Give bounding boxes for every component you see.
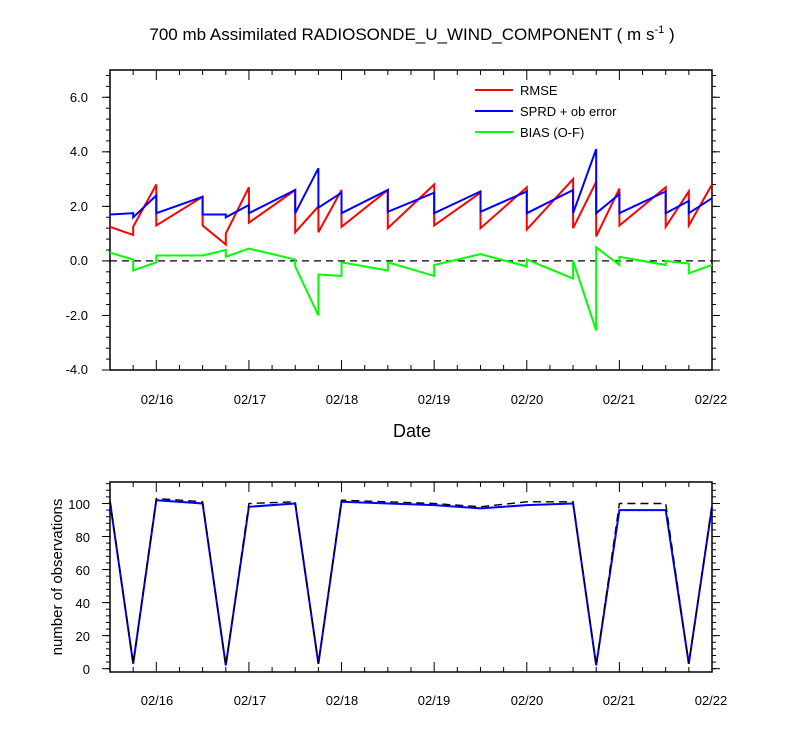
top-x-tick-label: 02/22 — [695, 392, 728, 407]
bottom-y-axis-title: number of observations — [49, 499, 66, 656]
bottom-ticks — [102, 482, 720, 672]
top-plot-frame — [109, 69, 713, 371]
top-x-tick-label: 02/20 — [511, 392, 544, 407]
top-y-tick-label: -2.0 — [66, 308, 88, 323]
top-y-tick-label: 0.0 — [70, 253, 88, 268]
legend-label-bias: BIAS (O-F) — [520, 125, 584, 140]
bottom-x-tick-label: 02/17 — [234, 693, 267, 708]
legend-label-rmse: RMSE — [520, 83, 558, 98]
top-x-tick-label: 02/18 — [326, 392, 359, 407]
chart-title-superscript: -1 — [654, 24, 664, 36]
bottom-x-tick-label: 02/18 — [326, 693, 359, 708]
top-x-tick-label: 02/16 — [141, 392, 174, 407]
top-y-tick-label: 2.0 — [70, 199, 88, 214]
top-x-tick-label: 02/17 — [234, 392, 267, 407]
bottom-y-tick-label: 80 — [76, 530, 90, 545]
legend-label-sprd: SPRD + ob error — [520, 104, 617, 119]
series-line-2 — [109, 245, 713, 331]
bottom-x-tick-label: 02/19 — [418, 693, 451, 708]
bottom-x-tick-label: 02/20 — [511, 693, 544, 708]
bottom-y-tick-labels: 100 80 60 40 20 0 — [68, 497, 90, 677]
bottom-y-tick-label: 100 — [68, 497, 90, 512]
bottom-series — [109, 497, 713, 666]
top-x-tick-label: 02/21 — [603, 392, 636, 407]
series-line-1 — [109, 497, 713, 666]
bottom-panel: 100 80 60 40 20 0 number of observations… — [49, 481, 728, 708]
bottom-x-tick-label: 02/21 — [603, 693, 636, 708]
top-y-tick-labels: 6.0 4.0 2.0 0.0 -2.0 -4.0 — [66, 90, 88, 377]
top-y-tick-label: 6.0 — [70, 90, 88, 105]
top-ticks — [102, 70, 720, 371]
chart-title: 700 mb Assimilated RADIOSONDE_U_WIND_COM… — [149, 24, 674, 44]
bottom-x-tick-label: 02/16 — [141, 693, 174, 708]
bottom-y-tick-label: 60 — [76, 563, 90, 578]
top-y-tick-label: 4.0 — [70, 144, 88, 159]
top-panel: 6.0 4.0 2.0 0.0 -2.0 -4.0 02/16 02/17 02… — [66, 69, 728, 441]
chart-title-main: 700 mb Assimilated RADIOSONDE_U_WIND_COM… — [149, 25, 654, 44]
bottom-x-tick-labels: 02/16 02/17 02/18 02/19 02/20 02/21 02/2… — [141, 693, 728, 708]
top-series — [109, 148, 713, 331]
bottom-y-tick-label: 20 — [76, 629, 90, 644]
series-line-1 — [109, 148, 713, 220]
chart-title-end: ) — [664, 25, 674, 44]
top-x-axis-title: Date — [393, 421, 431, 441]
top-x-tick-label: 02/19 — [418, 392, 451, 407]
legend: RMSE SPRD + ob error BIAS (O-F) — [475, 83, 617, 140]
bottom-x-tick-label: 02/22 — [695, 693, 728, 708]
bottom-y-tick-label: 0 — [83, 662, 90, 677]
series-line-0 — [109, 499, 713, 666]
bottom-y-tick-label: 40 — [76, 596, 90, 611]
top-x-tick-labels: 02/16 02/17 02/18 02/19 02/20 02/21 02/2… — [141, 392, 728, 407]
top-y-tick-label: -4.0 — [66, 362, 88, 377]
